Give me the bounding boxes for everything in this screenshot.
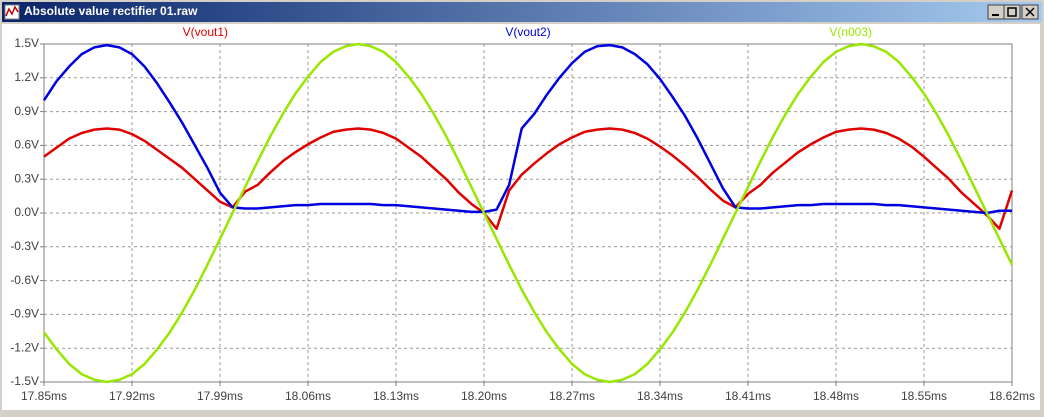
x-tick-label: 17.92ms — [109, 389, 155, 403]
y-tick-label: 0.9V — [14, 104, 39, 118]
minimize-button[interactable] — [987, 4, 1005, 20]
x-tick-label: 17.85ms — [21, 389, 67, 403]
close-glyph — [1025, 7, 1035, 17]
x-tick-label: 18.06ms — [285, 389, 331, 403]
legend-label: V(n003) — [829, 25, 872, 39]
y-tick-label: 0.6V — [14, 138, 39, 152]
y-tick-label: -0.6V — [10, 273, 39, 287]
maximize-button[interactable] — [1003, 4, 1021, 20]
title-bar — [2, 2, 1042, 22]
series-line — [43, 127, 1014, 231]
y-tick-label: -1.2V — [10, 340, 39, 354]
series-line — [42, 42, 1014, 384]
x-tick-label: 18.34ms — [637, 389, 683, 403]
x-tick-label: 18.41ms — [725, 389, 771, 403]
y-tick-label: -1.5V — [10, 374, 39, 388]
y-tick-label: -0.9V — [10, 307, 39, 321]
y-tick-label: 1.5V — [14, 36, 39, 50]
x-tick-label: 18.62ms — [989, 389, 1035, 403]
y-tick-label: -0.3V — [10, 239, 39, 253]
legend-label: V(vout1) — [183, 25, 228, 39]
x-tick-label: 18.20ms — [461, 389, 507, 403]
y-tick-label: 1.2V — [14, 70, 39, 84]
legend-label: V(vout2) — [505, 25, 550, 39]
window-buttons — [987, 4, 1039, 20]
y-tick-label: 0.0V — [14, 205, 39, 219]
x-tick-label: 18.55ms — [901, 389, 947, 403]
window-title: Absolute value rectifier 01.raw — [24, 4, 198, 18]
series-line — [42, 43, 1012, 215]
x-tick-label: 18.27ms — [549, 389, 595, 403]
y-tick-label: 0.3V — [14, 171, 39, 185]
plot-border — [43, 43, 1013, 383]
window-icon-wave — [5, 5, 19, 17]
x-tick-label: 17.99ms — [197, 389, 243, 403]
maximize-glyph — [1007, 7, 1017, 17]
x-tick-label: 18.48ms — [813, 389, 859, 403]
x-tick-label: 18.13ms — [373, 389, 419, 403]
